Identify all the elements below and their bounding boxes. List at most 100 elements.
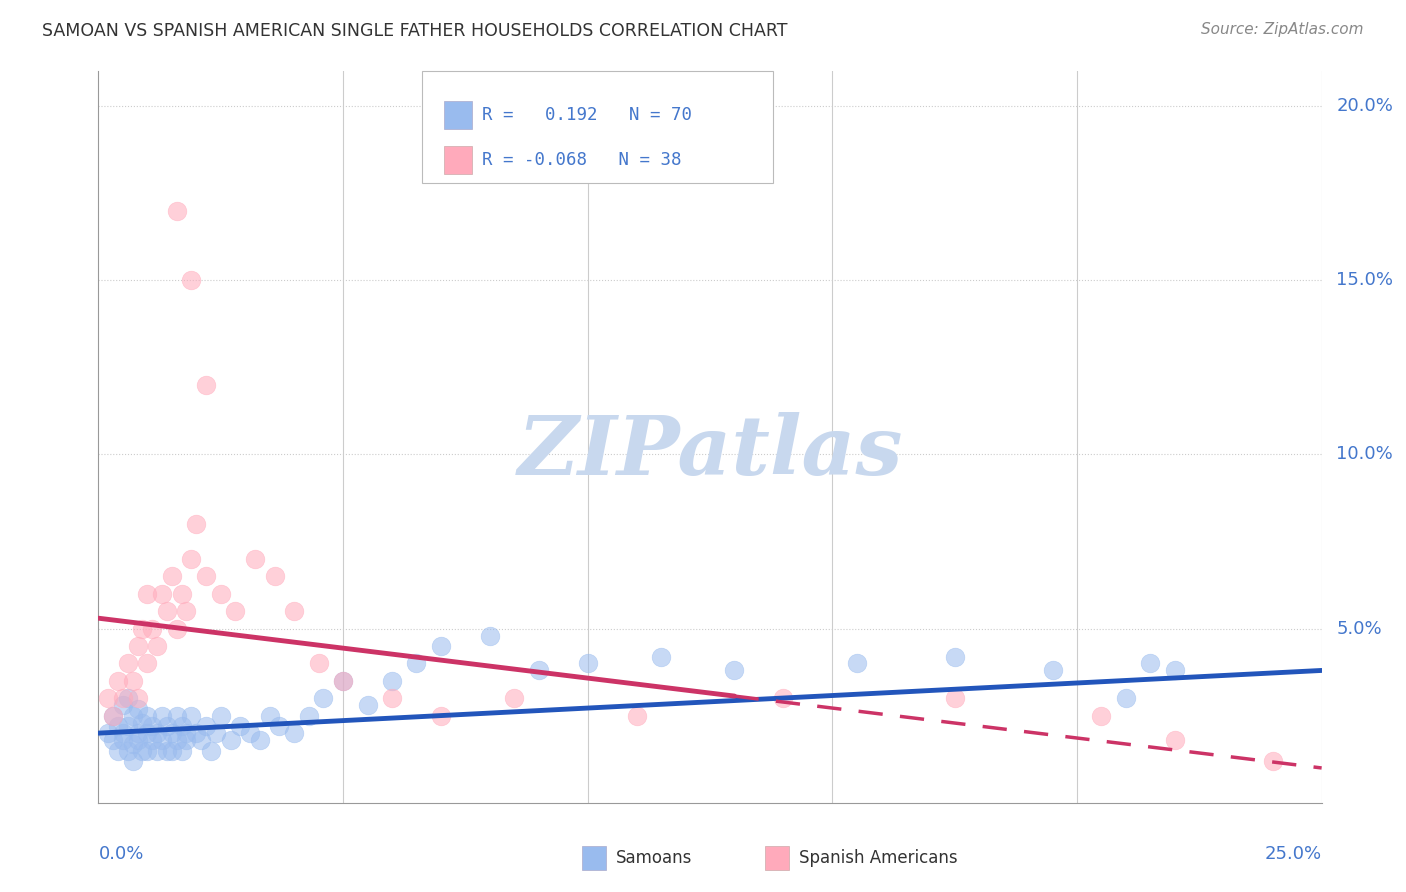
- Point: [943, 691, 966, 706]
- Point: [405, 657, 427, 671]
- Point: [180, 552, 202, 566]
- Point: [127, 733, 149, 747]
- Text: R = -0.068   N = 38: R = -0.068 N = 38: [482, 151, 682, 169]
- Point: [117, 719, 139, 733]
- Point: [111, 733, 134, 747]
- Point: [156, 719, 179, 733]
- Point: [356, 698, 378, 713]
- Point: [430, 639, 453, 653]
- Point: [117, 743, 139, 757]
- Point: [312, 691, 335, 706]
- Point: [166, 203, 188, 218]
- Point: [141, 622, 163, 636]
- Point: [308, 657, 330, 671]
- Point: [170, 587, 193, 601]
- Point: [1090, 708, 1112, 723]
- Point: [527, 664, 550, 678]
- Point: [229, 719, 252, 733]
- Point: [332, 673, 354, 688]
- Point: [121, 708, 143, 723]
- Point: [298, 708, 321, 723]
- Point: [156, 604, 179, 618]
- Text: Samoans: Samoans: [616, 849, 692, 867]
- Point: [1139, 657, 1161, 671]
- Point: [166, 733, 188, 747]
- Point: [205, 726, 228, 740]
- Point: [127, 726, 149, 740]
- Point: [723, 664, 745, 678]
- Point: [150, 733, 173, 747]
- Point: [176, 733, 198, 747]
- Point: [146, 743, 169, 757]
- Point: [107, 673, 129, 688]
- Text: R =   0.192   N = 70: R = 0.192 N = 70: [482, 106, 692, 124]
- Point: [107, 743, 129, 757]
- Point: [209, 708, 232, 723]
- Point: [176, 604, 198, 618]
- Point: [150, 708, 173, 723]
- Text: SAMOAN VS SPANISH AMERICAN SINGLE FATHER HOUSEHOLDS CORRELATION CHART: SAMOAN VS SPANISH AMERICAN SINGLE FATHER…: [42, 22, 787, 40]
- Text: 10.0%: 10.0%: [1336, 445, 1393, 464]
- Point: [131, 743, 153, 757]
- Point: [160, 569, 183, 583]
- Point: [166, 622, 188, 636]
- Point: [146, 639, 169, 653]
- Point: [1042, 664, 1064, 678]
- Point: [170, 719, 193, 733]
- Point: [156, 743, 179, 757]
- Point: [381, 691, 404, 706]
- Text: 15.0%: 15.0%: [1336, 271, 1393, 289]
- Point: [97, 691, 120, 706]
- Point: [186, 517, 208, 532]
- Point: [146, 726, 169, 740]
- Point: [503, 691, 526, 706]
- Point: [224, 604, 246, 618]
- Point: [1261, 754, 1284, 768]
- Point: [101, 708, 124, 723]
- Point: [160, 726, 183, 740]
- Point: [101, 708, 124, 723]
- Point: [283, 604, 305, 618]
- Point: [269, 719, 291, 733]
- Point: [1164, 733, 1187, 747]
- Point: [166, 708, 188, 723]
- Point: [381, 673, 404, 688]
- Point: [136, 708, 159, 723]
- Point: [943, 649, 966, 664]
- Point: [121, 673, 143, 688]
- Point: [1164, 664, 1187, 678]
- Point: [136, 743, 159, 757]
- Point: [127, 639, 149, 653]
- Point: [650, 649, 672, 664]
- Point: [243, 552, 266, 566]
- Point: [249, 733, 271, 747]
- Point: [131, 622, 153, 636]
- Point: [141, 719, 163, 733]
- Point: [626, 708, 648, 723]
- Text: 25.0%: 25.0%: [1264, 845, 1322, 863]
- Point: [180, 708, 202, 723]
- Point: [170, 743, 193, 757]
- Point: [136, 657, 159, 671]
- Point: [478, 629, 501, 643]
- Point: [117, 657, 139, 671]
- Point: [136, 726, 159, 740]
- Point: [195, 569, 218, 583]
- Point: [186, 726, 208, 740]
- Point: [195, 719, 218, 733]
- Point: [131, 715, 153, 730]
- Point: [209, 587, 232, 601]
- Point: [111, 726, 134, 740]
- Point: [136, 587, 159, 601]
- Point: [430, 708, 453, 723]
- Text: 0.0%: 0.0%: [98, 845, 143, 863]
- Point: [121, 737, 143, 751]
- Point: [160, 743, 183, 757]
- Point: [150, 587, 173, 601]
- Point: [127, 702, 149, 716]
- Point: [101, 733, 124, 747]
- Point: [1115, 691, 1137, 706]
- Point: [259, 708, 281, 723]
- Point: [263, 569, 285, 583]
- Point: [176, 726, 198, 740]
